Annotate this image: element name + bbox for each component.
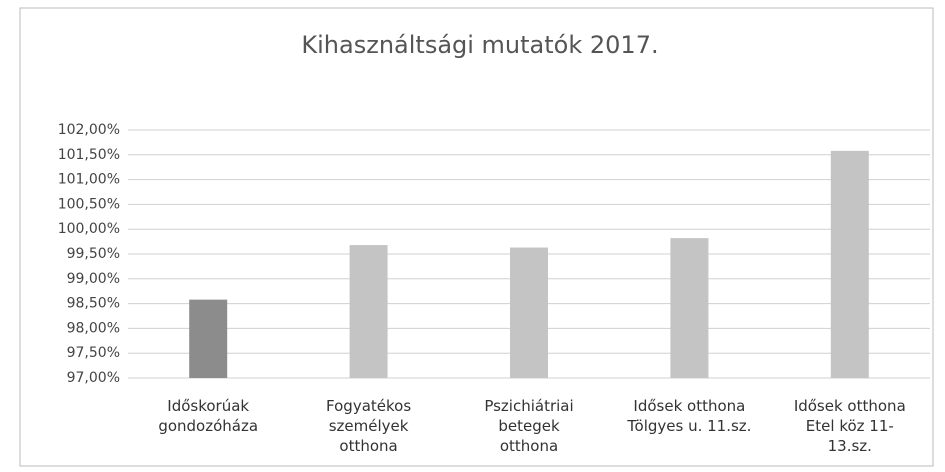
bar bbox=[189, 299, 228, 378]
y-tick-label: 101,50% bbox=[58, 147, 120, 163]
x-tick-label: Pszichiátriai betegek otthona bbox=[484, 397, 574, 455]
y-tick-label: 97,50% bbox=[67, 345, 120, 361]
x-tick-label: Időskorúak gondozóháza bbox=[158, 397, 259, 435]
y-tick-label: 98,00% bbox=[67, 320, 120, 336]
y-tick-label: 99,00% bbox=[67, 271, 120, 287]
y-tick-label: 100,50% bbox=[58, 196, 120, 212]
y-tick-label: 97,00% bbox=[67, 370, 120, 386]
y-tick-label: 101,00% bbox=[58, 172, 120, 188]
bar bbox=[349, 245, 388, 378]
chart-frame bbox=[19, 7, 934, 467]
y-tick-label: 98,50% bbox=[67, 296, 120, 312]
y-tick-label: 99,50% bbox=[67, 246, 120, 262]
bar bbox=[670, 238, 709, 378]
y-tick-label: 100,00% bbox=[58, 221, 120, 237]
bar bbox=[510, 247, 548, 378]
chart-title: Kihasználtsági mutatók 2017. bbox=[301, 31, 658, 59]
x-tick-label: Idősek otthona Etel köz 11- 13.sz. bbox=[793, 397, 906, 455]
y-tick-label: 102,00% bbox=[58, 122, 120, 138]
bar bbox=[830, 150, 869, 378]
x-tick-label: Idősek otthona Tölgyes u. 11.sz. bbox=[627, 397, 752, 435]
x-tick-label: Fogyatékos személyek otthona bbox=[326, 397, 412, 455]
